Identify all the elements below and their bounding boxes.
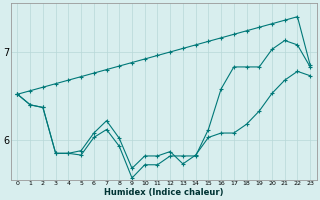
X-axis label: Humidex (Indice chaleur): Humidex (Indice chaleur) — [104, 188, 224, 197]
